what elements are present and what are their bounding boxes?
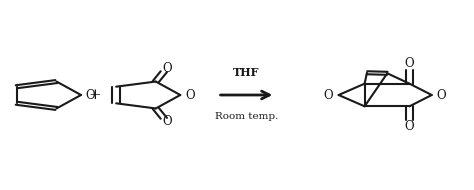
Text: Room temp.: Room temp. xyxy=(215,112,278,121)
Text: O: O xyxy=(323,89,333,101)
Text: O: O xyxy=(405,120,414,133)
Text: O: O xyxy=(162,62,172,75)
Text: +: + xyxy=(89,88,101,102)
Text: THF: THF xyxy=(233,67,260,78)
Text: O: O xyxy=(437,89,446,101)
Text: O: O xyxy=(405,57,414,70)
Text: O: O xyxy=(186,89,195,101)
Text: O: O xyxy=(162,115,172,128)
Text: O: O xyxy=(86,89,95,101)
